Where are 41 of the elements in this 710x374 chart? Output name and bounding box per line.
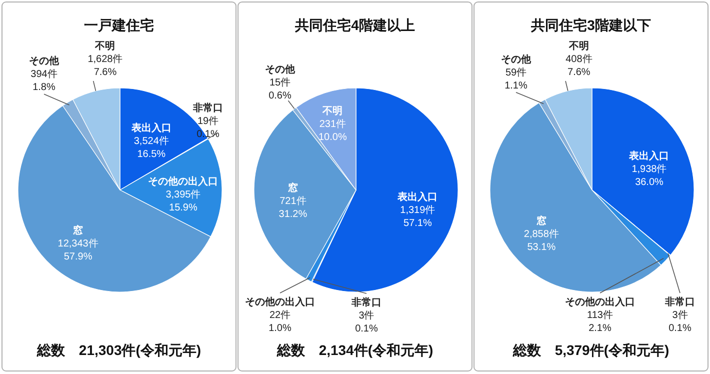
data-label: 113件 2.1% (587, 310, 613, 334)
slice-label: 表出入口 (628, 150, 670, 162)
data-label: 408件 7.6% (566, 54, 592, 78)
slice-label: 窓 (288, 182, 298, 194)
text: 総数 21,303件(令和元年) (36, 342, 202, 358)
slice-label: 窓 (536, 214, 546, 227)
data-label: 3,395件 15.9% (166, 189, 201, 214)
slice-label: 表出入口 (396, 190, 438, 203)
data-label: 1,319件 57.1% (400, 204, 436, 229)
data-label: 231件 10.0% (318, 119, 347, 144)
slice-label: 表出入口 (130, 122, 172, 134)
data-label: 12,343件 57.9% (58, 238, 98, 262)
data-label: 1,628件 7.6% (88, 54, 123, 78)
text: 総数 2,134件(令和元年) (276, 342, 434, 358)
slice-label: 不明 (322, 105, 343, 118)
slice-label: その他の出入口 (148, 175, 218, 188)
slice-label: 窓 (73, 224, 84, 236)
slice-label: その他 (265, 63, 296, 76)
data-label: 3,524件 16.5% (134, 136, 169, 160)
slice-label: 不明 (94, 40, 116, 52)
chart-title: 共同住宅3階建以下 (530, 17, 651, 33)
data-label: 394件 1.8% (30, 69, 58, 94)
slice-label: 非常口 (350, 296, 382, 308)
data-label: 1,938件 36.0% (632, 164, 667, 188)
slice-label: その他 (29, 55, 60, 68)
text: 総数 5,379件(令和元年) (512, 342, 670, 358)
data-label: 2,858件 53.1% (524, 228, 559, 253)
data-label: 15件 0.6% (268, 77, 292, 102)
data-label: 3件 0.1% (355, 310, 378, 334)
slice-label: その他の出入口 (565, 296, 635, 308)
data-label: 721件 31.2% (278, 196, 308, 220)
data-label: 22件 1.0% (268, 310, 292, 334)
slice-label: その他 (501, 53, 532, 66)
chart-title: 共同住宅4階建以上 (294, 17, 415, 33)
data-label: 3件 0.1% (668, 310, 692, 334)
slice-label: 不明 (568, 40, 589, 52)
slice-label: その他の出入口 (245, 296, 315, 308)
chart-title: 一戸建住宅 (84, 17, 154, 33)
data-label: 59件 1.1% (504, 67, 528, 92)
slice-label: 非常口 (664, 296, 695, 308)
slice-label: 非常口 (192, 102, 223, 114)
